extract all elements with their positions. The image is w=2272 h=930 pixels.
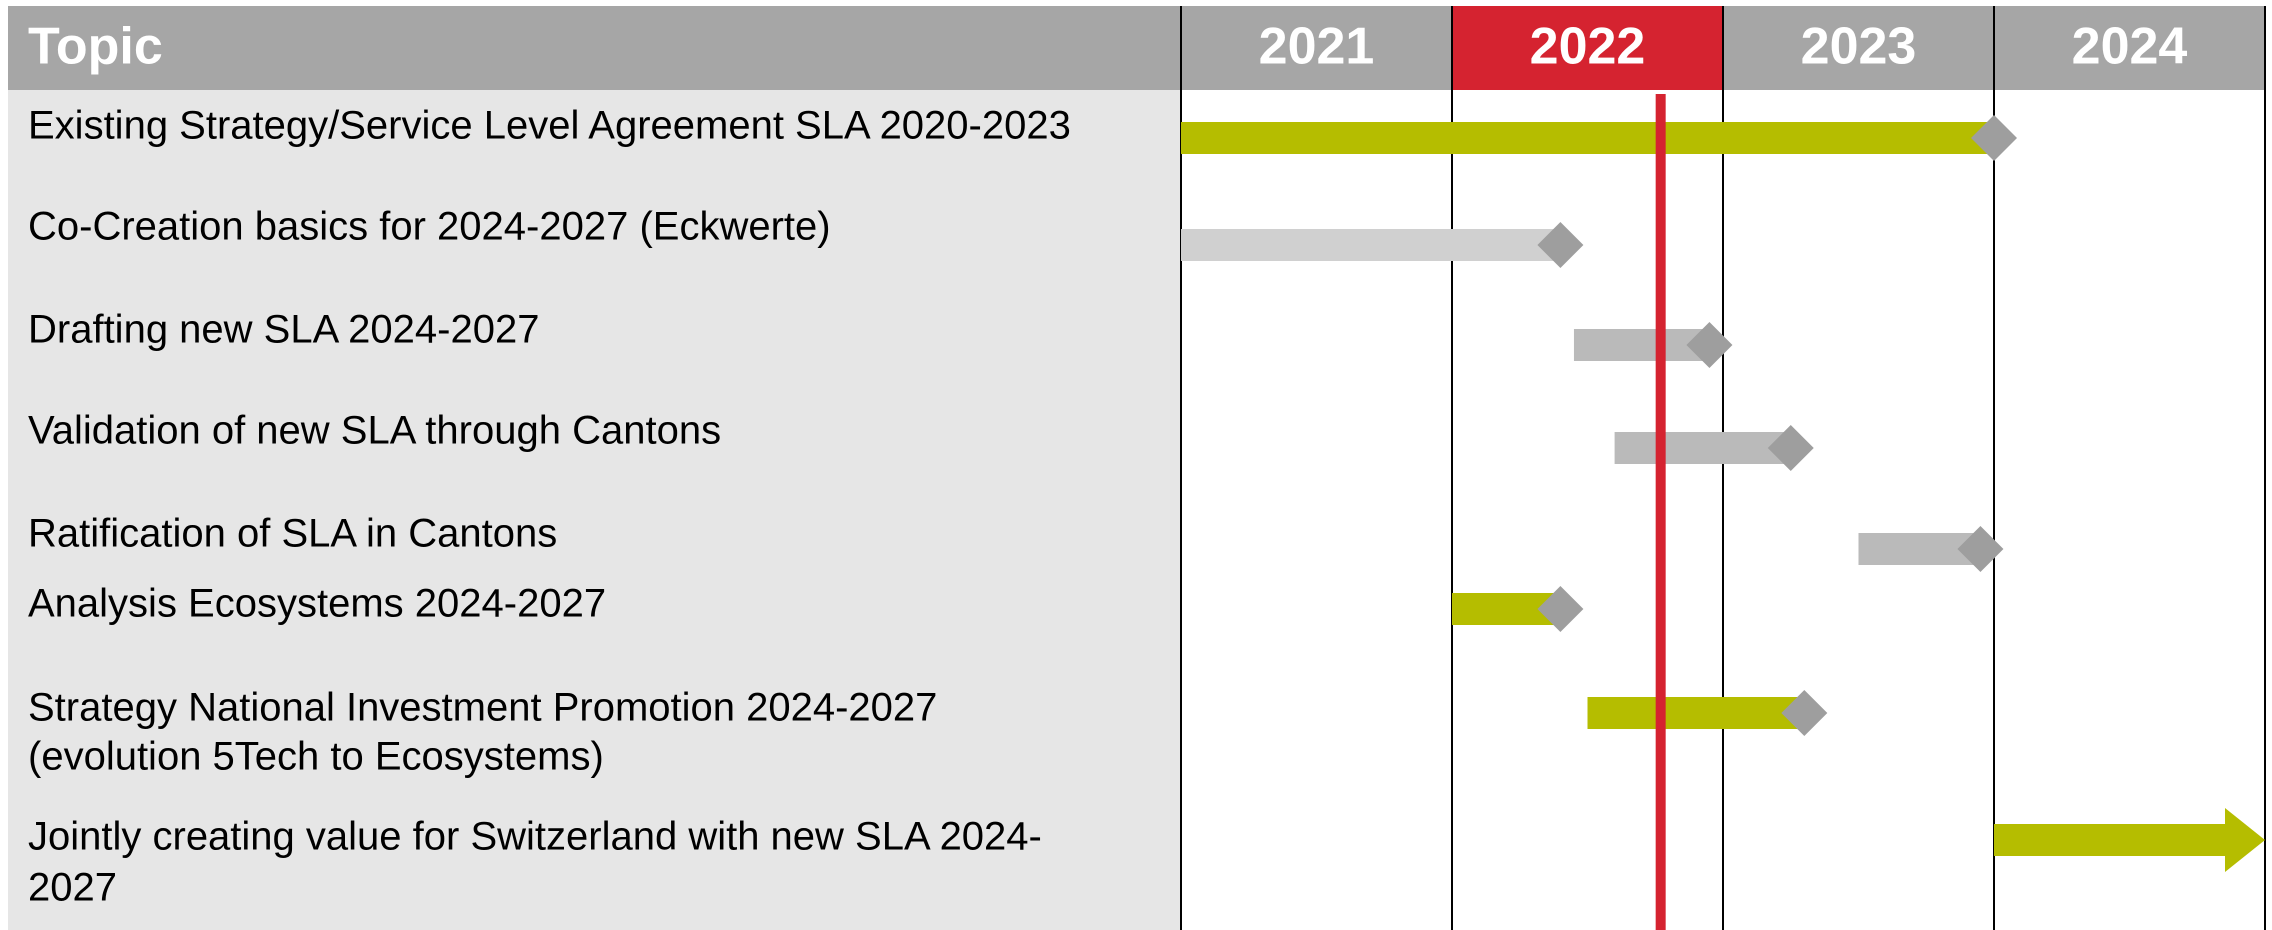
task-bar: [1587, 697, 1805, 729]
task-bar: [1614, 432, 1791, 464]
task-label: Drafting new SLA 2024-2027: [28, 308, 539, 352]
task-bar: [1181, 229, 1561, 261]
task-label: 2027: [28, 866, 117, 910]
milestone-diamond: [1767, 425, 1814, 471]
milestone-diamond: [1537, 222, 1584, 268]
milestone-diamond: [1957, 526, 2004, 572]
task-bar: [1181, 122, 1994, 154]
year-header: 2024: [2072, 18, 2188, 76]
task-label: Co-Creation basics for 2024-2027 (Eckwer…: [28, 205, 831, 249]
task-label: Ratification of SLA in Cantons: [28, 512, 557, 556]
task-label: Jointly creating value for Switzerland w…: [28, 815, 1042, 859]
milestone-diamond: [1781, 690, 1828, 736]
year-header-background: [1452, 6, 1723, 90]
task-label: (evolution 5Tech to Ecosystems): [28, 735, 604, 779]
milestone-diamond: [1686, 322, 1733, 368]
task-label: Analysis Ecosystems 2024-2027: [28, 582, 606, 626]
year-header-background: [1994, 6, 2265, 90]
year-header: 2021: [1259, 18, 1375, 76]
topic-column-background: [8, 90, 1181, 930]
topic-header: Topic: [28, 18, 163, 76]
task-label: Strategy National Investment Promotion 2…: [28, 686, 937, 730]
year-header: 2022: [1530, 18, 1646, 76]
year-header-background: [1181, 6, 1452, 90]
topic-header-background: [8, 6, 1181, 90]
task-label: Validation of new SLA through Cantons: [28, 409, 721, 453]
task-bar-arrow: [1994, 808, 2265, 872]
milestone-diamond: [1971, 115, 2017, 161]
milestone-diamond: [1537, 586, 1584, 632]
year-header-background: [1723, 6, 1994, 90]
year-header: 2023: [1801, 18, 1917, 76]
task-label: Existing Strategy/Service Level Agreemen…: [28, 104, 1071, 148]
